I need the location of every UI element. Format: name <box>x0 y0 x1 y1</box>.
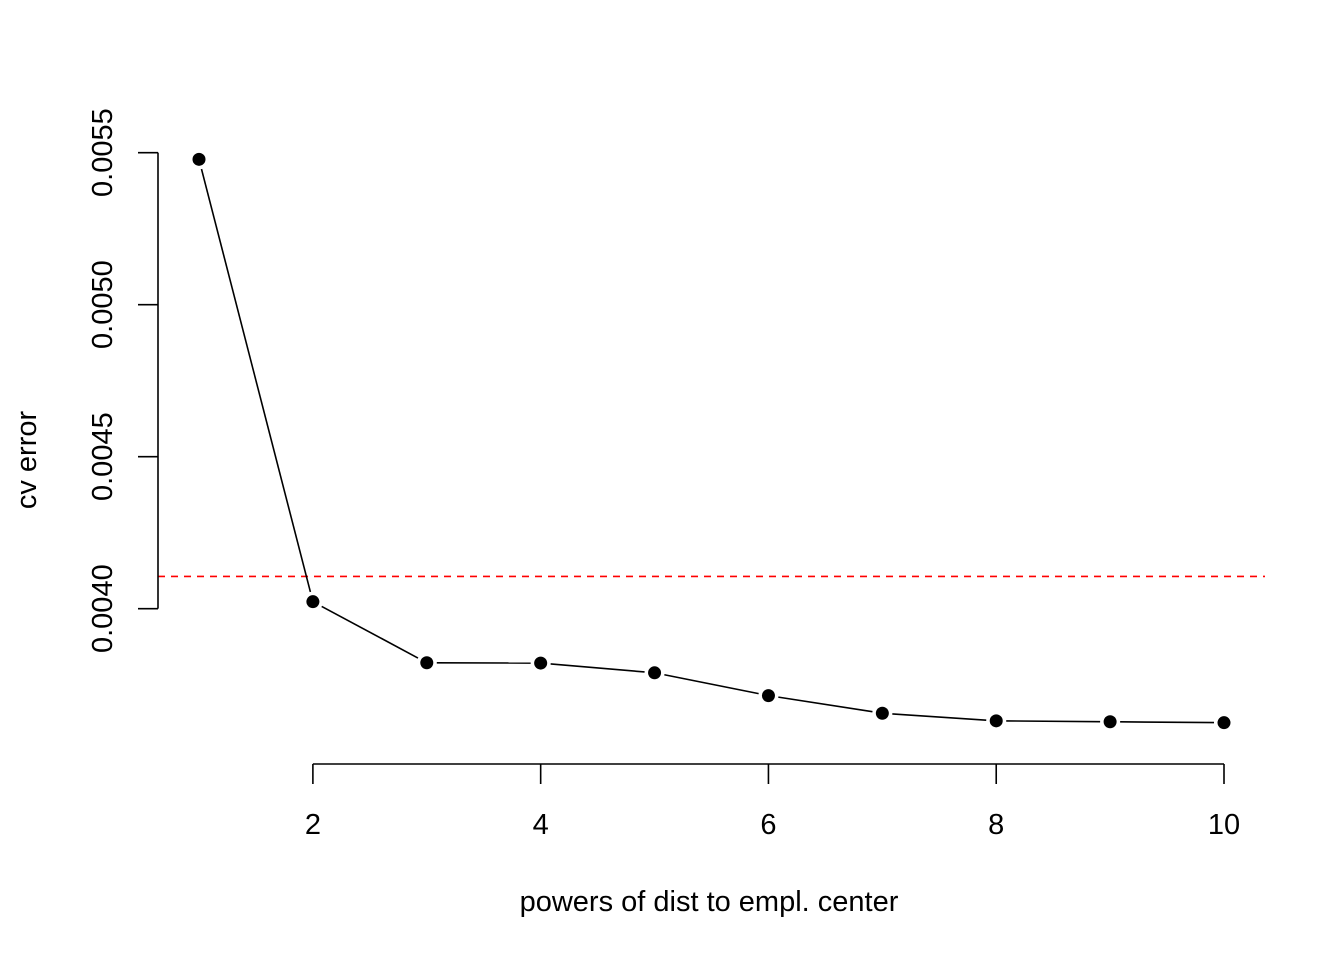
y-tick-label: 0.0055 <box>87 108 119 197</box>
x-tick-label: 2 <box>305 809 321 841</box>
series-line-segment <box>1006 720 1101 723</box>
data-point <box>420 656 434 670</box>
series-line-segment <box>778 696 873 713</box>
data-point <box>875 706 889 720</box>
x-axis: 2 4 6 8 10 <box>305 763 1240 841</box>
data-point <box>192 152 206 166</box>
y-axis: 0.0040 0.0045 0.0050 0.0055 <box>87 108 159 653</box>
data-point <box>534 656 548 670</box>
series-line-segment <box>550 663 645 673</box>
y-tick-label: 0.0045 <box>87 412 119 501</box>
data-point <box>1217 716 1231 730</box>
data-point <box>761 689 775 703</box>
x-tick-label: 10 <box>1208 809 1240 841</box>
x-tick-label: 6 <box>760 809 776 841</box>
data-point <box>989 714 1003 728</box>
series-line-layer <box>200 168 1215 724</box>
y-axis-title: cv error <box>11 411 43 510</box>
x-tick-label: 4 <box>533 809 549 841</box>
series-points-layer <box>192 152 1231 730</box>
x-axis-title: powers of dist to empl. center <box>520 886 899 918</box>
series-line-segment <box>321 605 419 659</box>
series-line-segment <box>200 168 312 593</box>
series-line-segment <box>664 673 759 695</box>
y-tick-label: 0.0050 <box>87 260 119 349</box>
x-tick-label: 8 <box>988 809 1004 841</box>
series-line-segment <box>892 713 987 721</box>
y-tick-label: 0.0040 <box>87 564 119 653</box>
data-point <box>1103 715 1117 729</box>
series-line-segment <box>1120 721 1215 724</box>
data-point <box>648 666 662 680</box>
data-point <box>306 595 320 609</box>
